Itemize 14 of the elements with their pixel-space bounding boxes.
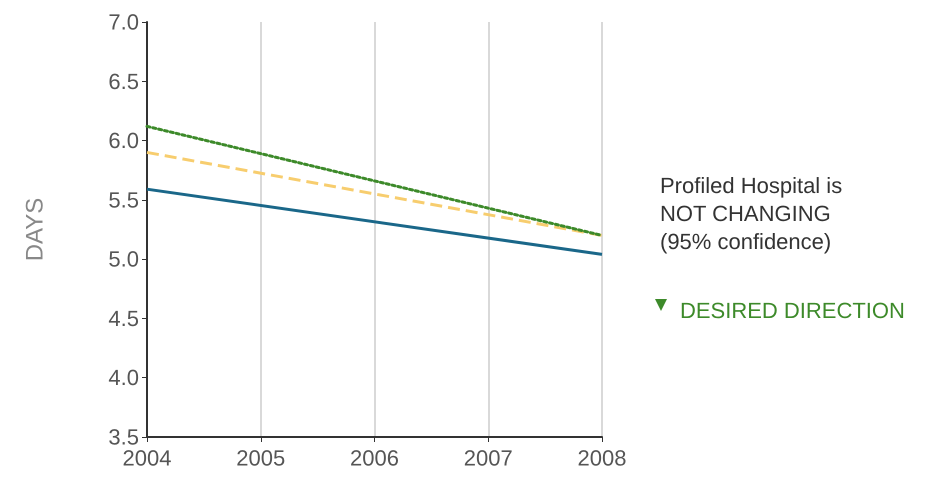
y-tick-label: 6.5 bbox=[108, 68, 139, 94]
text: DESIRED DIRECTION bbox=[680, 297, 906, 325]
y-tick-label: 5.0 bbox=[108, 246, 139, 272]
y-tick-label: 5.5 bbox=[108, 187, 139, 212]
y-tick-label: 7.0 bbox=[108, 10, 139, 34]
y-tick-label: 4.0 bbox=[108, 365, 139, 390]
x-tick-label: 2008 bbox=[578, 446, 626, 470]
x-tick-label: 2005 bbox=[236, 446, 286, 470]
text: Profiled Hospital is NOT CHANGING (95% confidence) bbox=[660, 172, 844, 256]
y-tick-label: 4.5 bbox=[108, 306, 139, 331]
y-axis-title: DAYS bbox=[22, 198, 48, 262]
x-tick-label: 2006 bbox=[350, 446, 399, 470]
x-tick-label: 2007 bbox=[464, 446, 513, 470]
y-tick-label: 6.0 bbox=[108, 128, 139, 154]
